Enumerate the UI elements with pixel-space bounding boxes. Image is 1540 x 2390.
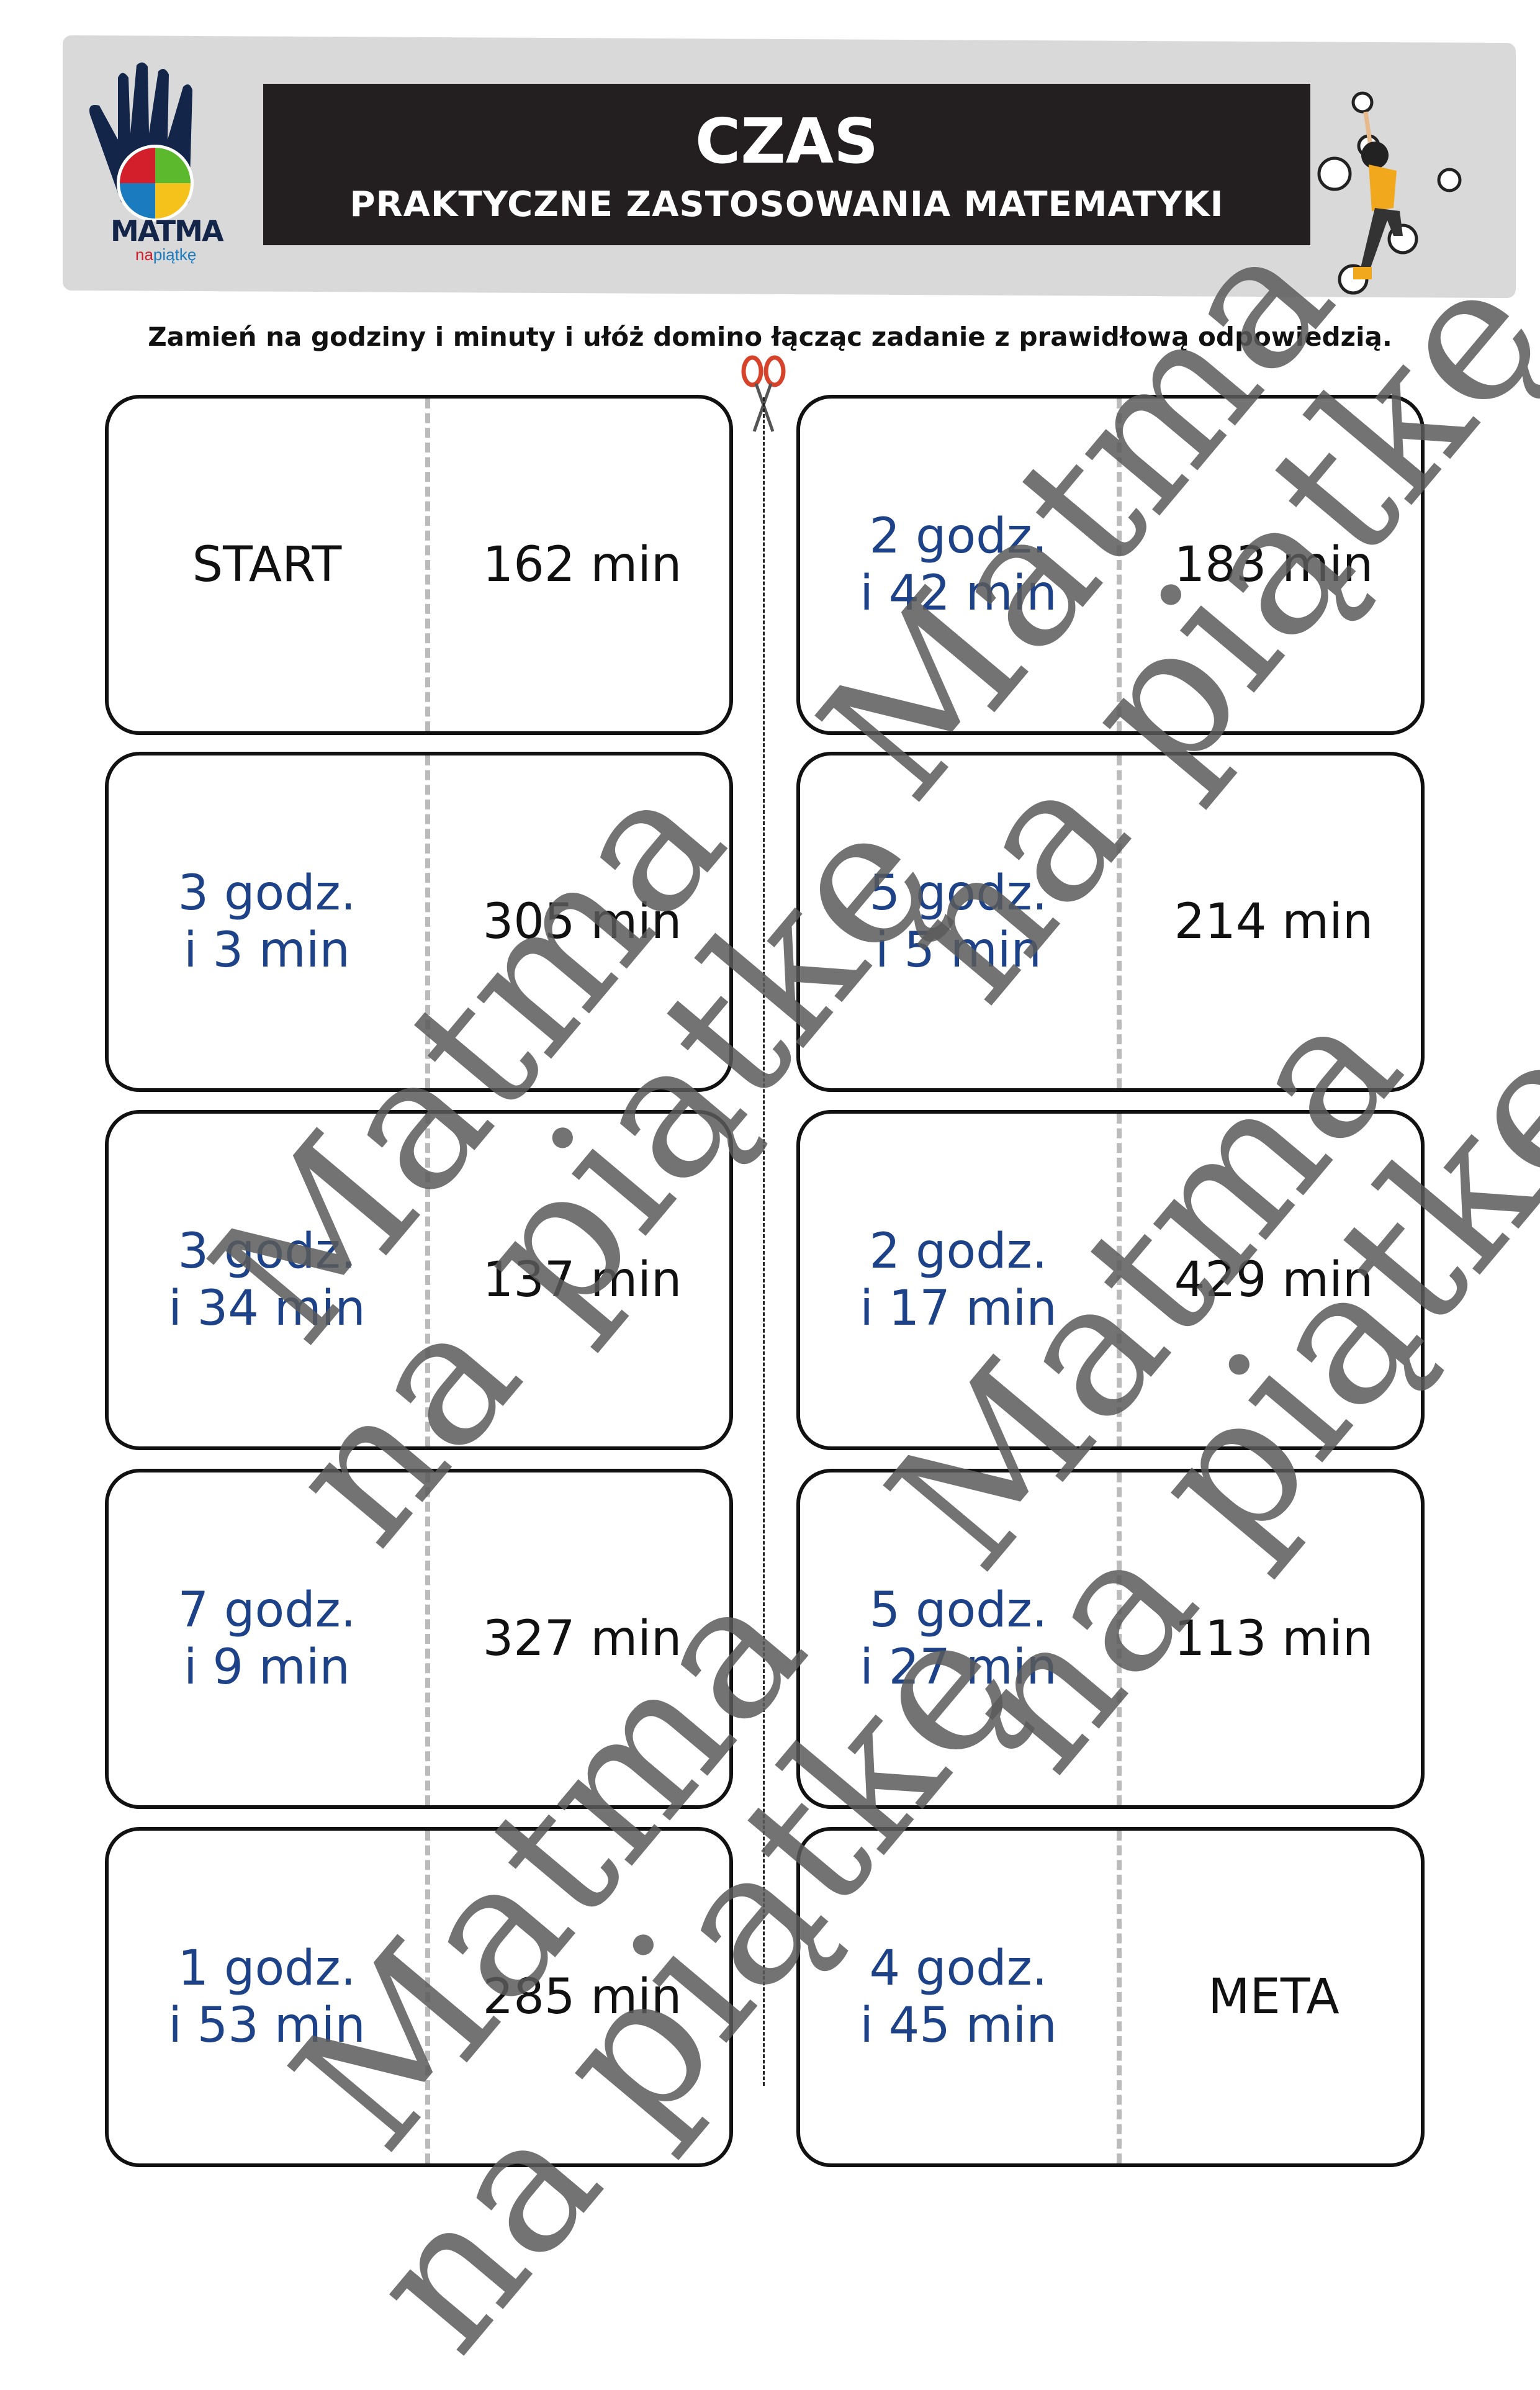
domino-right: 113 min — [1174, 1611, 1374, 1667]
page-title: CZAS — [695, 105, 879, 178]
logo-subtext: napiątkę — [135, 245, 197, 264]
domino-right: 327 min — [482, 1611, 682, 1667]
domino-divider — [1117, 1831, 1122, 2163]
domino-card[interactable]: 5 godz. i 5 min 214 min — [796, 752, 1425, 1092]
cut-line — [763, 397, 765, 2086]
domino-card[interactable]: START 162 min — [105, 395, 733, 735]
domino-right: 285 min — [482, 1969, 682, 2025]
domino-card[interactable]: 3 godz. i 3 min 305 min — [105, 752, 733, 1092]
domino-right: 429 min — [1174, 1252, 1374, 1308]
domino-left: 2 godz. i 17 min — [860, 1224, 1057, 1337]
climber-clocks-icon — [1317, 91, 1462, 295]
domino-card[interactable]: 3 godz. i 34 min 137 min — [105, 1110, 733, 1450]
domino-card[interactable]: 2 godz. i 42 min 183 min — [796, 395, 1425, 735]
domino-card[interactable]: 1 godz. i 53 min 285 min — [105, 1827, 733, 2167]
domino-right: 183 min — [1174, 537, 1374, 593]
domino-divider — [1117, 1114, 1122, 1446]
domino-card[interactable]: 7 godz. i 9 min 327 min — [105, 1469, 733, 1809]
domino-divider — [1117, 399, 1122, 731]
domino-divider — [425, 1831, 430, 2163]
domino-left: 2 godz. i 42 min — [860, 508, 1057, 621]
domino-divider — [1117, 1472, 1122, 1805]
domino-left: START — [192, 537, 342, 593]
domino-right: 214 min — [1174, 894, 1374, 950]
title-box: CZAS PRAKTYCZNE ZASTOSOWANIA MATEMATYKI — [263, 84, 1310, 245]
domino-left: 1 godz. i 53 min — [168, 1941, 366, 2054]
domino-card[interactable]: 5 godz. i 27 min 113 min — [796, 1469, 1425, 1809]
domino-right: META — [1208, 1969, 1340, 2025]
domino-divider — [425, 1114, 430, 1446]
page-subtitle: PRAKTYCZNE ZASTOSOWANIA MATEMATYKI — [349, 184, 1224, 225]
hand-logo-icon — [89, 62, 194, 222]
domino-card[interactable]: 2 godz. i 17 min 429 min — [796, 1110, 1425, 1450]
domino-divider — [425, 755, 430, 1088]
domino-left: 7 godz. i 9 min — [178, 1582, 356, 1695]
domino-right: 305 min — [482, 894, 682, 950]
domino-divider — [425, 399, 430, 731]
domino-left: 3 godz. i 3 min — [178, 865, 356, 978]
domino-divider — [1117, 755, 1122, 1088]
domino-divider — [425, 1472, 430, 1805]
domino-card[interactable]: 4 godz. i 45 min META — [796, 1827, 1425, 2167]
domino-left: 4 godz. i 45 min — [860, 1941, 1057, 2054]
logo-text: MATMA — [110, 214, 224, 248]
domino-right: 162 min — [482, 537, 682, 593]
domino-right: 137 min — [482, 1252, 682, 1308]
domino-left: 5 godz. i 27 min — [860, 1582, 1057, 1695]
domino-left: 5 godz. i 5 min — [869, 865, 1048, 978]
instruction-text: Zamień na godziny i minuty i ułóż domino… — [148, 322, 1392, 352]
domino-left: 3 godz. i 34 min — [168, 1224, 366, 1337]
